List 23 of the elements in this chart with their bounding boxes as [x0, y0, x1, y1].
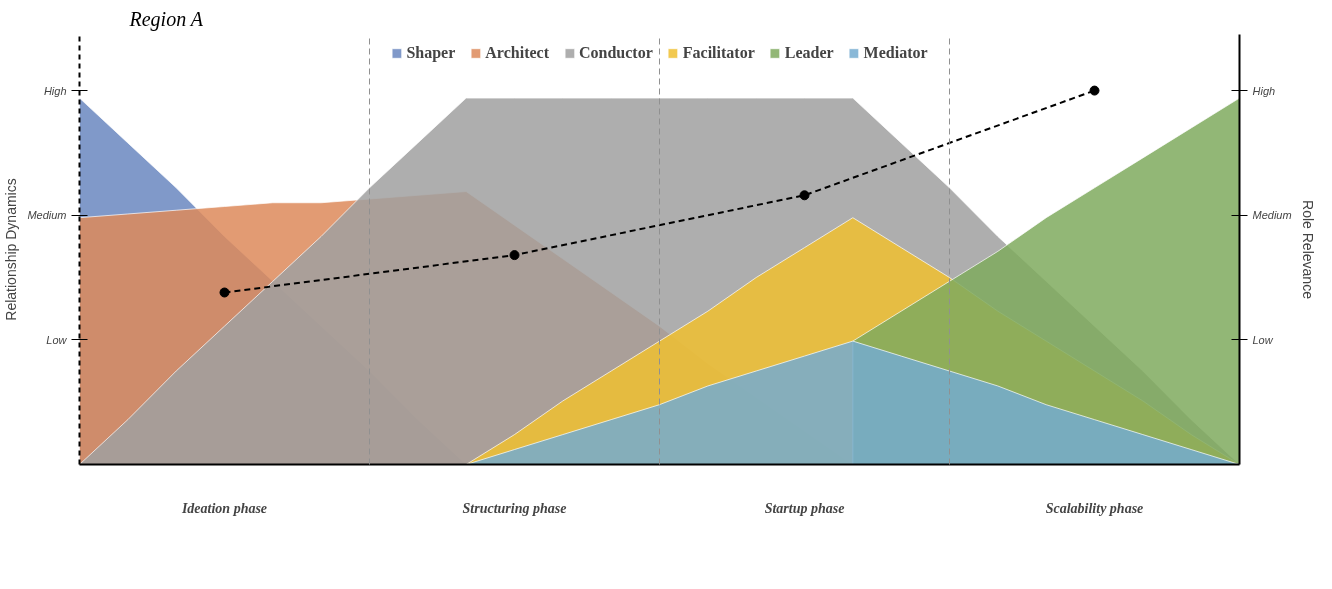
legend-label: Shaper	[406, 44, 456, 62]
text: Low	[1252, 333, 1274, 346]
x-tick-label: Startup phase	[764, 500, 845, 516]
legend-label: Mediator	[863, 44, 928, 62]
text: Low	[46, 333, 68, 346]
legend-label: Architect	[485, 44, 549, 62]
text: Medium	[27, 209, 67, 222]
legend-label: Conductor	[578, 44, 653, 62]
text: High	[1252, 84, 1276, 97]
y2-axis-title: Role Relevance	[1299, 200, 1316, 300]
text: High	[43, 84, 67, 97]
x-tick-label: Structuring phase	[462, 500, 567, 516]
point	[509, 250, 520, 261]
point	[219, 287, 230, 298]
x-tick-label: Scalability phase	[1045, 500, 1144, 516]
legend-label: Facilitator	[682, 44, 755, 62]
legend-label: Leader	[784, 44, 834, 62]
point	[1089, 85, 1100, 96]
point	[799, 190, 810, 201]
x-tick-label: Ideation phase	[180, 500, 268, 516]
text: Medium	[1252, 209, 1292, 222]
y-axis-title: Relationship Dynamics	[3, 178, 20, 321]
chart-title: Region A	[128, 7, 204, 31]
